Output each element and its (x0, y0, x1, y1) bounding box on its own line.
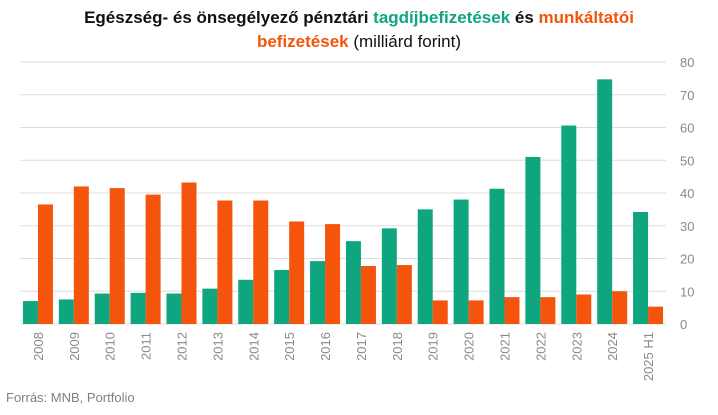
x-tick-label: 2022 (533, 332, 548, 361)
chart-title: Egészség- és önsegélyező pénztári tagdíj… (0, 6, 718, 54)
title-part2: és (510, 8, 539, 27)
title-series2: munkáltatói (538, 8, 634, 27)
y-tick-label: 70 (680, 88, 694, 103)
x-tick-label: 2020 (462, 332, 477, 361)
bar-tagdij (310, 261, 326, 324)
y-tick-label: 20 (680, 252, 694, 267)
bar-tagdij (274, 269, 290, 324)
bar-munkaltatoi (504, 297, 520, 324)
title-series1: tagdíjbefizetések (373, 8, 511, 27)
bar-tagdij (561, 125, 577, 324)
x-tick-label: 2016 (318, 332, 333, 361)
bar-tagdij (166, 293, 182, 324)
bar-munkaltatoi (325, 224, 341, 324)
bar-munkaltatoi (468, 300, 484, 324)
bar-tagdij (345, 241, 361, 324)
bar-munkaltatoi (360, 266, 376, 324)
bar-munkaltatoi (37, 204, 53, 324)
x-tick-label: 2019 (426, 332, 441, 361)
title-series2-cont: befizetések (256, 32, 349, 51)
y-tick-label: 0 (680, 317, 687, 332)
bar-tagdij (381, 228, 397, 324)
x-tick-label: 2011 (139, 332, 154, 360)
x-tick-label: 2025 H1 (641, 332, 656, 381)
bar-munkaltatoi (181, 182, 197, 324)
bar-munkaltatoi (432, 300, 448, 324)
bar-munkaltatoi (612, 291, 628, 324)
y-tick-label: 40 (680, 186, 694, 201)
x-tick-label: 2008 (31, 332, 46, 361)
x-tick-label: 2012 (175, 332, 190, 361)
y-tick-label: 80 (680, 55, 694, 70)
x-tick-label: 2024 (605, 332, 620, 361)
bar-tagdij (417, 209, 433, 324)
x-tick-label: 2017 (354, 332, 369, 361)
bar-munkaltatoi (396, 265, 412, 324)
bar-tagdij (489, 188, 505, 324)
bar-munkaltatoi (289, 221, 305, 324)
bar-munkaltatoi (217, 200, 233, 324)
source-note: Forrás: MNB, Portfolio (6, 390, 135, 405)
x-tick-label: 2023 (569, 332, 584, 361)
bar-munkaltatoi (73, 186, 89, 324)
x-tick-label: 2021 (498, 332, 513, 361)
bar-munkaltatoi (648, 306, 664, 324)
bar-tagdij (525, 156, 541, 324)
x-tick-label: 2014 (246, 332, 261, 361)
bar-munkaltatoi (576, 294, 592, 324)
x-tick-label: 2015 (282, 332, 297, 361)
bar-tagdij (94, 293, 110, 324)
bar-tagdij (58, 299, 74, 324)
bar-tagdij (633, 211, 649, 324)
y-tick-label: 30 (680, 219, 694, 234)
bar-tagdij (22, 301, 38, 324)
x-tick-label: 2010 (103, 332, 118, 361)
bar-munkaltatoi (145, 194, 161, 324)
x-tick-label: 2013 (210, 332, 225, 361)
y-tick-label: 10 (680, 284, 694, 299)
bar-munkaltatoi (540, 297, 556, 324)
bar-munkaltatoi (253, 200, 269, 324)
title-part1: Egészség- és önsegélyező pénztári (84, 8, 374, 27)
title-unit: (milliárd forint) (348, 32, 462, 51)
bar-tagdij (238, 279, 254, 324)
bar-tagdij (202, 288, 218, 324)
y-tick-label: 60 (680, 121, 694, 136)
bar-tagdij (130, 292, 146, 324)
bar-munkaltatoi (109, 188, 125, 324)
x-tick-label: 2009 (67, 332, 82, 361)
bar-tagdij (453, 199, 469, 324)
y-tick-label: 50 (680, 153, 694, 168)
bar-tagdij (597, 79, 613, 324)
x-tick-label: 2018 (390, 332, 405, 361)
